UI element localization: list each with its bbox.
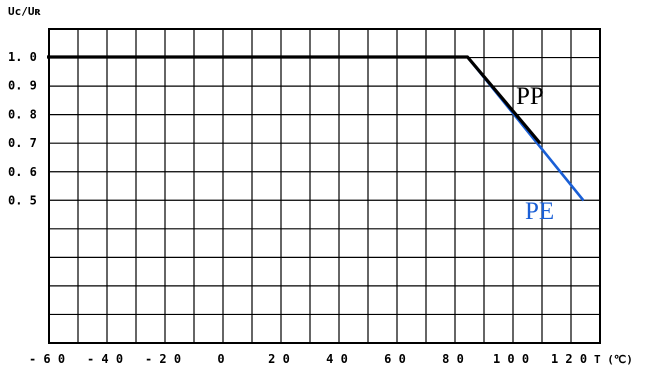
x-tick-label: 0 [217,352,224,366]
y-tick-label: 0. 7 [8,136,37,150]
y-tick-labels: 1. 0 0. 9 0. 8 0. 7 0. 6 0. 5 [8,50,37,208]
x-tick-label: 1 0 0 [493,352,529,366]
x-tick-label: - 6 0 [29,352,65,366]
series-label-pe: PE [525,198,554,225]
series-label-pp: PP [516,83,544,110]
grid [49,29,600,343]
x-tick-label: - 2 0 [145,352,181,366]
x-tick-label: 1 2 0 [551,352,587,366]
x-axis-label: T (℃) [594,353,633,366]
plot-frame [48,28,601,344]
x-tick-label: 6 0 [384,352,406,366]
y-tick-label: 0. 8 [8,107,37,121]
x-tick-labels: - 6 0 - 4 0 - 2 0 0 2 0 4 0 6 0 8 0 1 0 0 1 2 0 [29,352,587,366]
y-tick-label: 1. 0 [8,50,37,64]
x-tick-label: 8 0 [442,352,464,366]
x-tick-label: - 4 0 [87,352,123,366]
series-line-pp [47,55,542,145]
y-tick-label: 0. 9 [8,79,37,93]
x-tick-label: 4 0 [326,352,348,366]
y-tick-label: 0. 6 [8,165,37,179]
x-tick-label: 2 0 [268,352,290,366]
y-tick-label: 0. 5 [8,194,37,208]
series-labels: PP PE [516,83,554,225]
series-line-pe [47,55,585,202]
y-axis-label: Uc/Uʀ [8,5,41,18]
series-lines [47,55,585,202]
